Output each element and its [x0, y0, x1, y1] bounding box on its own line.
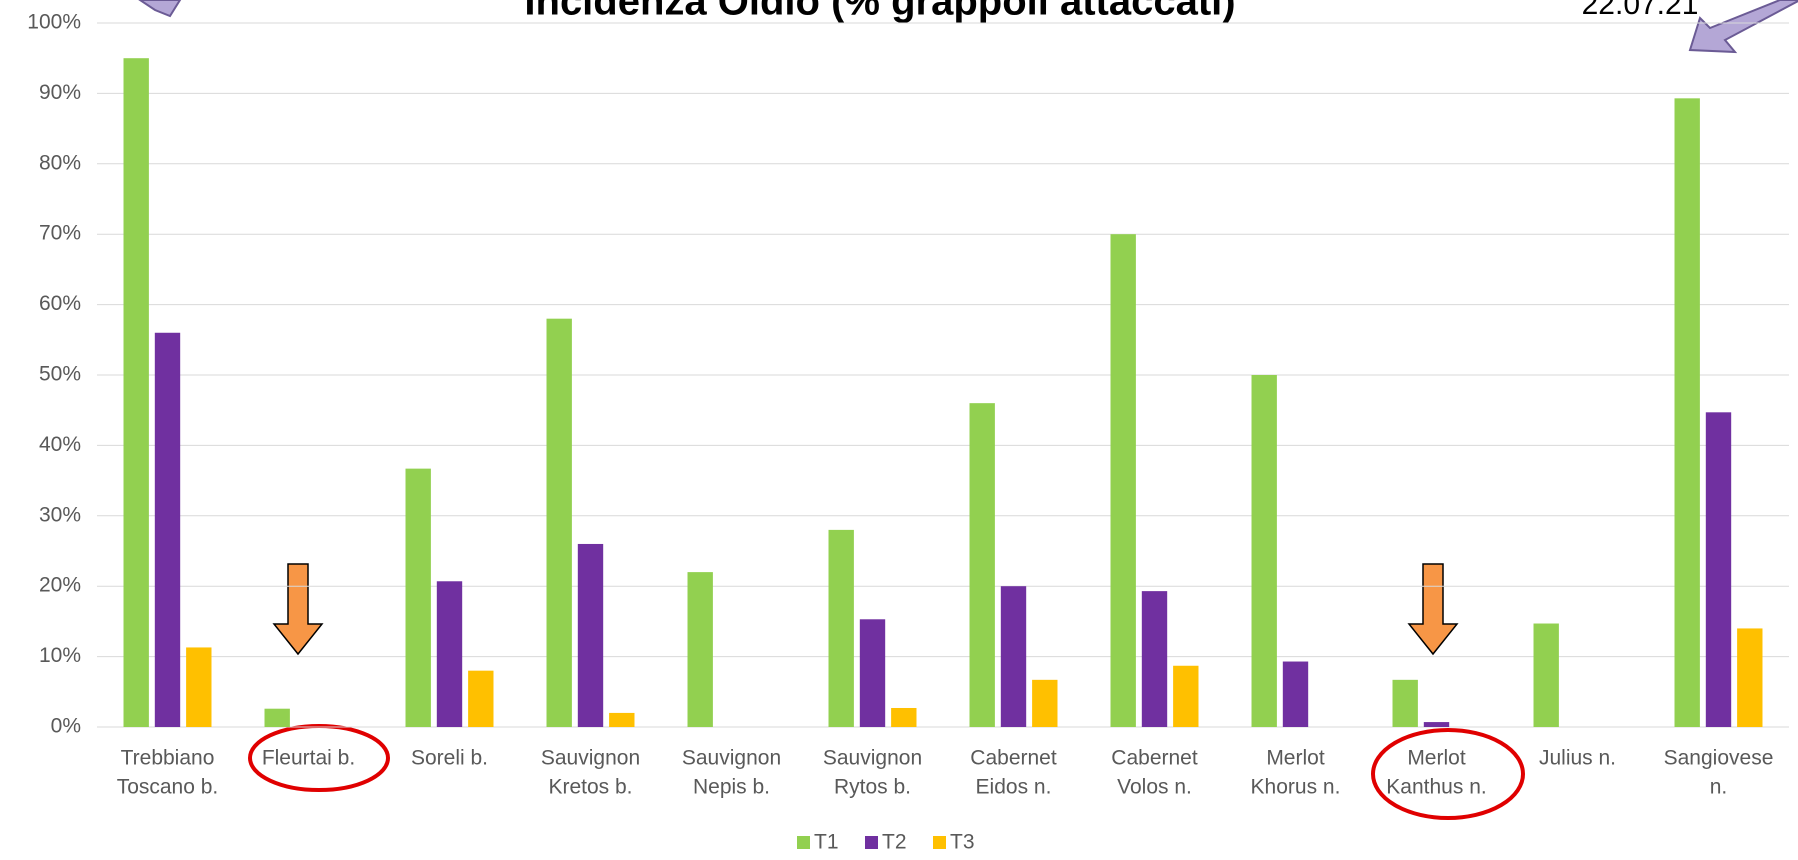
y-tick-label: 0%	[51, 715, 81, 738]
bar	[1423, 722, 1450, 727]
x-tick-label: Cabernet	[970, 747, 1057, 770]
x-tick-label: Julius n.	[1539, 747, 1616, 770]
x-tick-label: Rytos b.	[834, 776, 911, 799]
chart-subtitle: 22.07.21	[1582, 0, 1699, 21]
legend-label: T2	[882, 831, 907, 854]
x-tick-label: Sauvignon	[823, 747, 922, 770]
chart-title: Incidenza Oidio (% grappoli attaccati)	[524, 0, 1235, 24]
bar	[577, 543, 604, 727]
x-tick-label: Kanthus n.	[1386, 776, 1486, 799]
y-tick-label: 60%	[39, 292, 81, 315]
bar	[1000, 586, 1027, 727]
highlight-ellipse	[248, 724, 390, 792]
x-tick-label: Nepis b.	[693, 776, 770, 799]
orange-arrow	[272, 563, 324, 656]
x-tick-label: Khorus n.	[1251, 776, 1341, 799]
x-tick-label: Volos n.	[1117, 776, 1192, 799]
bar	[1392, 679, 1418, 727]
bar	[546, 318, 572, 727]
legend-swatch	[797, 836, 810, 849]
purple-arrow	[138, 0, 182, 18]
bar	[1282, 661, 1309, 727]
x-tick-label: Sauvignon	[541, 747, 640, 770]
bar	[436, 581, 463, 727]
x-tick-label: Sauvignon	[682, 747, 781, 770]
bar	[468, 670, 494, 727]
bar	[1674, 98, 1700, 727]
y-tick-label: 20%	[39, 574, 81, 597]
bar	[1173, 665, 1199, 727]
bar	[264, 708, 290, 727]
y-tick-label: 50%	[39, 363, 81, 386]
x-tick-label: Fleurtai b.	[262, 747, 355, 770]
x-tick-label: Soreli b.	[411, 747, 488, 770]
legend-label: T1	[814, 831, 839, 854]
bar	[828, 529, 854, 727]
x-tick-label: Trebbiano	[121, 747, 215, 770]
y-tick-label: 70%	[39, 222, 81, 245]
legend-swatch	[865, 836, 878, 849]
bar	[1110, 234, 1136, 727]
bar	[1737, 628, 1763, 727]
y-tick-label: 90%	[39, 81, 81, 104]
x-tick-label: Merlot	[1407, 747, 1466, 770]
bar	[609, 712, 635, 727]
x-tick-label: Toscano b.	[117, 776, 219, 799]
bar	[1251, 375, 1277, 727]
x-tick-label: n.	[1710, 776, 1728, 799]
bar	[1141, 591, 1168, 727]
bar	[186, 647, 212, 727]
y-tick-label: 10%	[39, 644, 81, 667]
bar	[969, 403, 995, 727]
bar	[891, 707, 917, 727]
x-tick-label: Cabernet	[1111, 747, 1198, 770]
x-tick-label: Sangiovese	[1664, 747, 1774, 770]
x-tick-label: Eidos n.	[976, 776, 1052, 799]
bar	[405, 468, 431, 727]
bar	[1032, 679, 1058, 727]
y-tick-label: 100%	[27, 11, 81, 34]
bar	[687, 572, 713, 727]
bar	[1705, 412, 1732, 727]
legend-label: T3	[950, 831, 975, 854]
y-tick-label: 80%	[39, 151, 81, 174]
legend-swatch	[933, 836, 946, 849]
bar	[154, 332, 181, 727]
y-tick-label: 40%	[39, 433, 81, 456]
bar	[1533, 623, 1559, 727]
highlight-ellipse	[1371, 728, 1525, 820]
orange-arrow	[1407, 563, 1459, 656]
x-tick-label: Merlot	[1266, 747, 1325, 770]
x-tick-label: Kretos b.	[548, 776, 632, 799]
y-tick-label: 30%	[39, 503, 81, 526]
bar	[859, 619, 886, 727]
purple-arrow	[1688, 0, 1798, 54]
bar	[123, 58, 149, 727]
